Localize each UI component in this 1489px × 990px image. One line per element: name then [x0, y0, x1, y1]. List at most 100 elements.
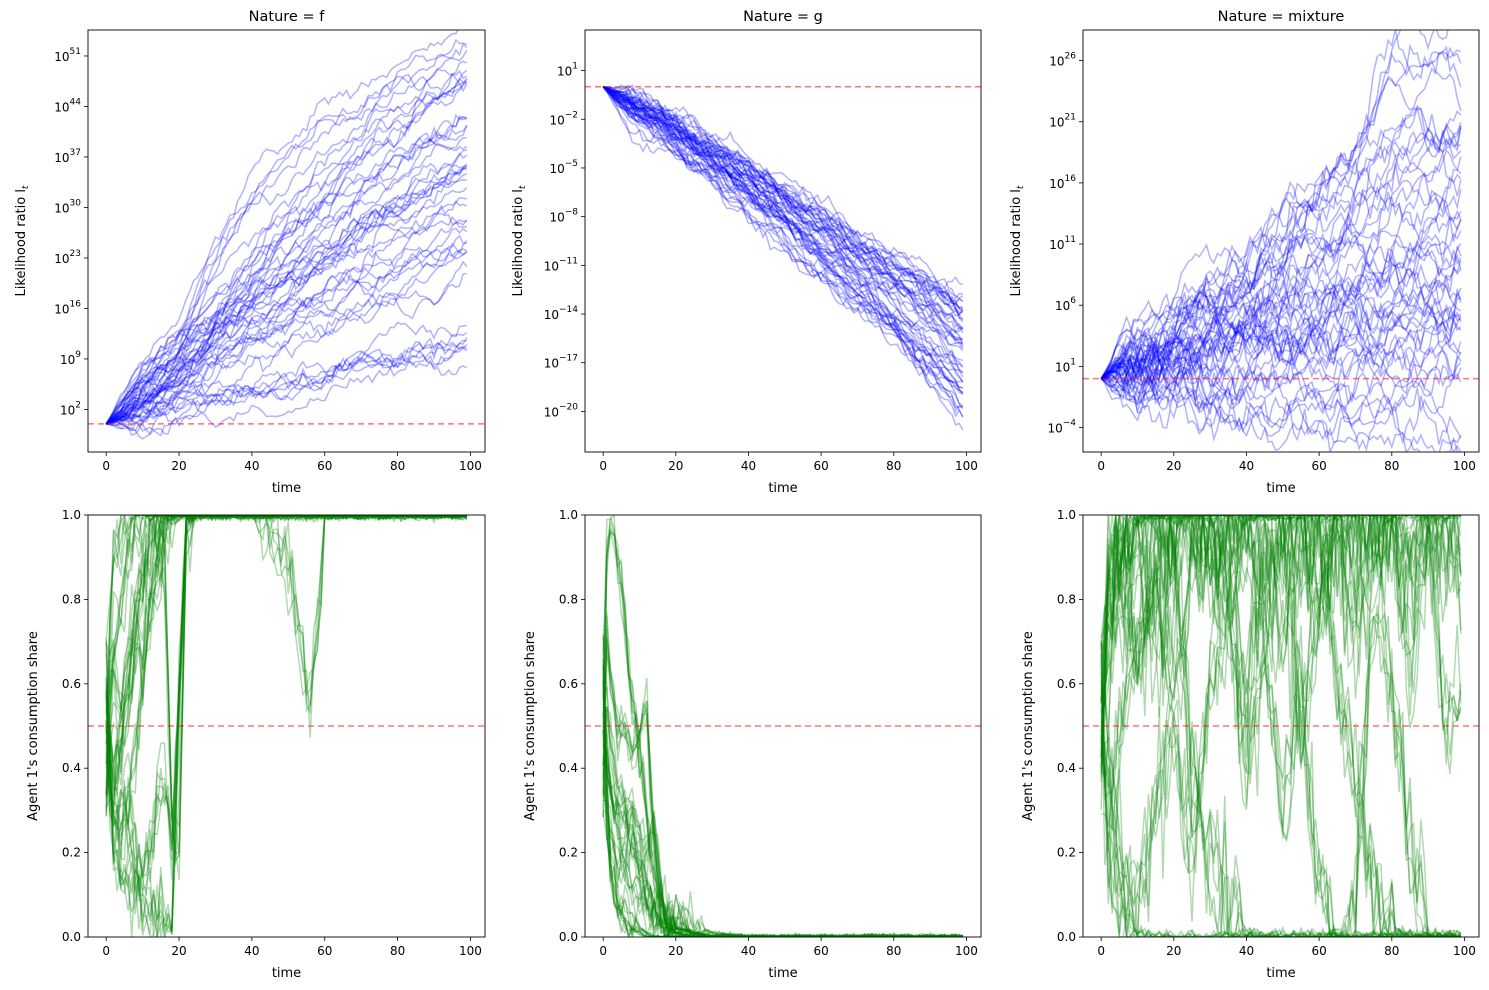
- y-tick-label: 0.6: [559, 677, 578, 691]
- series-line: [602, 639, 963, 937]
- x-tick-label: 80: [1384, 459, 1399, 473]
- series-line: [105, 515, 467, 798]
- series-line: [602, 86, 964, 431]
- series-line: [105, 515, 467, 881]
- series-line: [602, 86, 964, 347]
- y-tick-label: 1011: [1049, 235, 1076, 252]
- series-line: [1100, 263, 1462, 405]
- y-axis-label: Agent 1's consumption share: [523, 631, 538, 821]
- series-line: [1100, 515, 1461, 674]
- series-line: [602, 611, 963, 937]
- series-line: [1100, 368, 1459, 452]
- series-line: [1100, 515, 1461, 751]
- y-tick-label: 10−5: [549, 159, 578, 176]
- series-line: [1100, 122, 1462, 380]
- series-line: [105, 515, 468, 858]
- series-line: [602, 86, 964, 396]
- y-tick-label: 0.2: [1057, 846, 1076, 860]
- series-line: [105, 321, 467, 425]
- series-line: [105, 149, 467, 425]
- series-line: [602, 529, 963, 937]
- series-line: [1100, 515, 1461, 810]
- series-line: [602, 86, 964, 394]
- series-line: [1101, 192, 1462, 401]
- series-line: [105, 515, 468, 764]
- series-line: [105, 78, 468, 425]
- series-line: [602, 637, 963, 937]
- x-tick-label: 0: [102, 459, 110, 473]
- x-axis-label: time: [768, 481, 797, 496]
- subplot-title: Nature = f: [249, 9, 326, 25]
- series-line: [602, 515, 963, 937]
- y-tick-label: 10−8: [549, 208, 578, 225]
- series-line: [1100, 615, 1461, 937]
- series-line: [1100, 515, 1462, 703]
- series-line: [1100, 230, 1462, 386]
- series-line: [105, 167, 467, 425]
- series-line: [105, 515, 467, 890]
- series-line: [105, 515, 467, 877]
- series-line: [602, 634, 964, 937]
- y-tick-label: 1021: [1049, 113, 1076, 130]
- x-tick-label: 100: [955, 459, 978, 473]
- x-tick-label: 100: [459, 459, 482, 473]
- series-line: [602, 673, 963, 937]
- series-line: [105, 515, 467, 783]
- series-line: [602, 86, 963, 309]
- series-line: [1100, 653, 1461, 937]
- series-line: [1100, 605, 1461, 937]
- series-line: [1101, 121, 1462, 380]
- series-line: [105, 515, 467, 814]
- series-line: [602, 84, 964, 378]
- series-line: [106, 215, 467, 425]
- series-line: [1100, 284, 1462, 393]
- series-line: [1100, 515, 1461, 699]
- series-line: [105, 515, 467, 785]
- series-line: [602, 86, 963, 395]
- series-line: [602, 531, 964, 937]
- x-tick-label: 60: [1312, 459, 1327, 473]
- subplot-title: Nature = g: [743, 9, 823, 25]
- y-tick-label: 1.0: [62, 508, 81, 522]
- axes-frame: [1082, 514, 1480, 938]
- series-line: [1100, 515, 1462, 767]
- series-line: [1100, 515, 1462, 837]
- series-line: [602, 86, 964, 383]
- series-line: [105, 515, 468, 902]
- y-tick-label: 1044: [54, 97, 81, 114]
- series-line: [1100, 378, 1462, 452]
- series-line: [105, 42, 468, 425]
- x-tick-label: 20: [171, 459, 186, 473]
- series-line: [105, 515, 468, 937]
- y-tick-label: 0.4: [1057, 761, 1076, 775]
- series-line: [602, 520, 964, 937]
- y-tick-label: 10−14: [544, 305, 579, 322]
- series-line: [105, 515, 467, 935]
- series-line: [105, 69, 468, 425]
- series-line: [602, 86, 963, 409]
- series-line: [105, 515, 468, 795]
- series-line: [603, 85, 964, 290]
- series-line: [105, 515, 468, 864]
- series-line: [106, 346, 468, 425]
- series-line: [602, 86, 964, 316]
- y-tick-label: 1030: [54, 198, 81, 215]
- series-line: [602, 86, 964, 333]
- series-line: [1100, 332, 1462, 418]
- series-line: [105, 248, 468, 425]
- x-tick-label: 40: [1239, 459, 1254, 473]
- y-tick-label: 0.0: [62, 930, 81, 944]
- series-line: [1100, 104, 1462, 402]
- y-tick-label: 0.0: [559, 930, 578, 944]
- series-line: [105, 515, 468, 797]
- y-tick-label: 0.2: [62, 846, 81, 860]
- series-line: [602, 785, 963, 937]
- series-line: [106, 272, 467, 425]
- series-line: [602, 86, 964, 330]
- x-tick-label: 80: [886, 944, 901, 958]
- y-tick-label: 101: [557, 62, 578, 79]
- y-tick-label: 10−20: [544, 402, 579, 419]
- series-line: [602, 707, 963, 937]
- series-line: [1100, 515, 1462, 733]
- x-tick-label: 80: [1384, 944, 1399, 958]
